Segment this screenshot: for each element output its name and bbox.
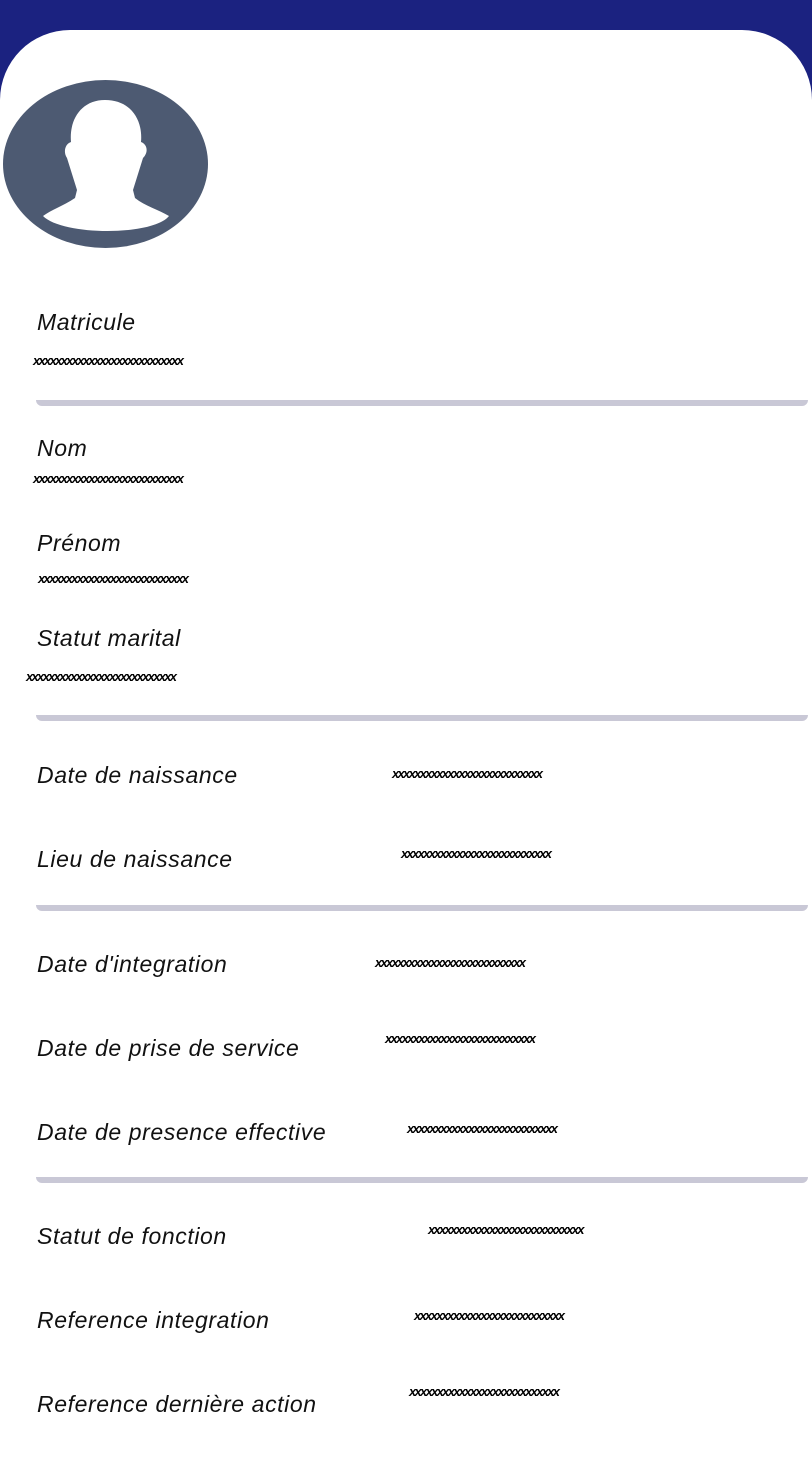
label-matricule: Matricule (37, 309, 136, 335)
person-silhouette-icon (43, 100, 169, 231)
label-reference-integration: Reference integration (37, 1307, 270, 1333)
value-reference-integration: xxxxxxxxxxxxxxxxxxxxxxxxxxx (414, 1308, 565, 1323)
value-prenom: xxxxxxxxxxxxxxxxxxxxxxxxxxx (38, 571, 189, 586)
value-statut-marital: xxxxxxxxxxxxxxxxxxxxxxxxxxx (26, 669, 177, 684)
divider (36, 1177, 808, 1183)
label-date-naissance: Date de naissance (37, 762, 238, 788)
divider (36, 400, 808, 406)
value-nom: xxxxxxxxxxxxxxxxxxxxxxxxxxx (33, 471, 184, 486)
value-date-naissance: xxxxxxxxxxxxxxxxxxxxxxxxxxx (392, 766, 543, 781)
label-reference-derniere-action: Reference dernière action (37, 1391, 317, 1417)
label-nom: Nom (37, 435, 88, 461)
value-date-integration: xxxxxxxxxxxxxxxxxxxxxxxxxxx (375, 955, 526, 970)
value-lieu-naissance: xxxxxxxxxxxxxxxxxxxxxxxxxxx (401, 846, 552, 861)
value-date-presence-effective: xxxxxxxxxxxxxxxxxxxxxxxxxxx (407, 1121, 558, 1136)
label-prenom: Prénom (37, 530, 122, 556)
value-matricule: xxxxxxxxxxxxxxxxxxxxxxxxxxx (33, 353, 184, 368)
label-date-presence-effective: Date de presence effective (37, 1119, 327, 1145)
avatar (3, 80, 208, 248)
label-date-integration: Date d'integration (37, 951, 228, 977)
label-statut-marital: Statut marital (37, 625, 181, 651)
label-lieu-naissance: Lieu de naissance (37, 846, 233, 872)
label-date-prise-service: Date de prise de service (37, 1035, 300, 1061)
divider (36, 715, 808, 721)
label-statut-fonction: Statut de fonction (37, 1223, 227, 1249)
value-statut-fonction: xxxxxxxxxxxxxxxxxxxxxxxxxxxx (428, 1222, 585, 1237)
value-reference-derniere-action: xxxxxxxxxxxxxxxxxxxxxxxxxxx (409, 1384, 560, 1399)
profile-card (0, 30, 812, 1470)
value-date-prise-service: xxxxxxxxxxxxxxxxxxxxxxxxxxx (385, 1031, 536, 1046)
divider (36, 905, 808, 911)
